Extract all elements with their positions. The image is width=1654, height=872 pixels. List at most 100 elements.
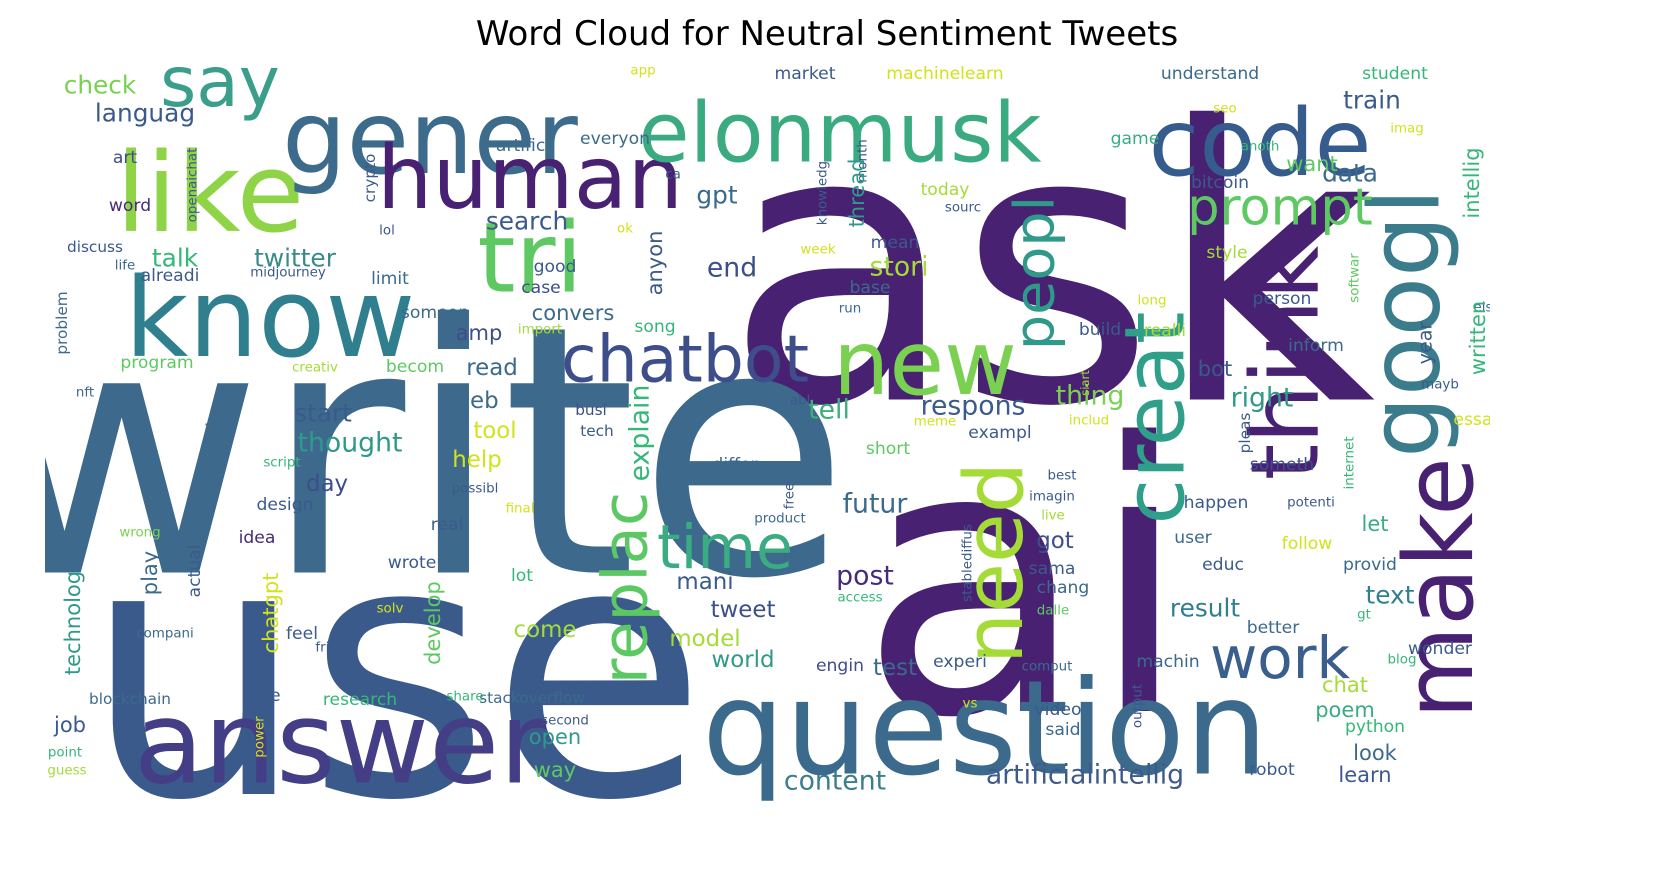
word-gener: gener (282, 79, 578, 197)
word-work: work (1210, 624, 1351, 692)
word-stori: stori (869, 252, 928, 283)
word-actual: actual (185, 545, 205, 598)
word-written: written (1466, 301, 1490, 375)
word-imagin: imagin (1029, 490, 1075, 505)
word-seo: seo (1213, 102, 1236, 117)
word-thought: thought (298, 428, 403, 459)
word-tech: tech (580, 422, 614, 440)
word-chat: chat (1322, 673, 1368, 697)
word-problem: problem (53, 291, 71, 354)
word-machinelearn: machinelearn (886, 64, 1003, 84)
word-got: got (1036, 528, 1074, 554)
word-chatgpt: chatgpt (259, 573, 283, 654)
word-sama: sama (1029, 559, 1076, 579)
word-comput: comput (1022, 660, 1073, 675)
word-person: person (1253, 289, 1312, 309)
chart-title: Word Cloud for Neutral Sentiment Tweets (475, 14, 1179, 54)
word-articl: articl (203, 422, 227, 475)
word-research: research (323, 690, 397, 710)
word-data: data (1322, 159, 1378, 188)
word-solv: solv (377, 602, 404, 617)
word-said: said (1045, 720, 1080, 740)
word-time: time (657, 513, 793, 583)
word-month: month (856, 139, 871, 182)
word-someon: someon (401, 303, 469, 323)
word-chang: chang (1037, 578, 1090, 598)
word-let: let (1362, 512, 1389, 536)
word-becom: becom (386, 357, 444, 377)
word-exampl: exampl (968, 423, 1031, 443)
word-creativ: creativ (292, 361, 338, 376)
word-pleas: pleas (1236, 413, 1254, 454)
word-good: good (534, 257, 577, 277)
word-need: need (948, 462, 1042, 664)
word-think: think (1231, 246, 1340, 481)
word-imag: imag (1390, 122, 1423, 137)
word-feel: feel (286, 624, 318, 644)
word-app: app (630, 64, 655, 79)
word-engin: engin (816, 656, 864, 676)
word-right: right (1231, 383, 1294, 414)
word-poem: poem (1315, 698, 1375, 722)
word-discuss: discuss (67, 238, 123, 256)
word-day: day (306, 471, 348, 497)
word-limit: limit (371, 269, 409, 289)
word-compani: compani (136, 627, 194, 642)
word-point: point (48, 746, 82, 761)
word-word: word (109, 196, 151, 216)
word-anyon: anyon (643, 231, 667, 296)
word-thing: thing (1056, 381, 1125, 412)
word-ask: ask (725, 63, 1376, 490)
word-play: play (138, 551, 162, 595)
word-base: base (850, 278, 891, 298)
word-wonder: wonder (1408, 639, 1473, 659)
word-test: test (873, 655, 917, 681)
word-come: come (514, 617, 577, 643)
word-stackoverflow: stackoverflow (479, 689, 585, 707)
word-nft: nft (76, 386, 94, 401)
word-vs: vs (963, 697, 978, 712)
word-code: code (1149, 89, 1372, 197)
word-import: import (518, 323, 562, 338)
word-open: open (529, 725, 581, 749)
word-technolog: technolog (61, 571, 85, 675)
word-follow: follow (1282, 534, 1333, 554)
word-second: second (541, 714, 589, 729)
word-market: market (775, 64, 836, 84)
word-understand: understand (1161, 64, 1259, 84)
word-meme: meme (914, 415, 957, 430)
word-educ: educ (1202, 555, 1244, 575)
word-elonmusk: elonmusk (638, 85, 1041, 182)
word-els: els (1474, 301, 1490, 316)
word-bitcoin: bitcoin (1191, 173, 1249, 193)
word-inform: inform (1288, 336, 1344, 356)
word-model: model (669, 626, 740, 652)
word-question: question (702, 652, 1268, 804)
word-free: free (783, 483, 798, 509)
word-end: end (707, 253, 757, 284)
word-human: human (377, 127, 683, 229)
word-new: new (833, 311, 1017, 415)
word-know: know (125, 254, 416, 382)
word-result: result (1170, 594, 1240, 623)
word-lot: lot (511, 566, 533, 586)
word-alreadi: alreadi (141, 266, 200, 286)
word-tweet: tweet (711, 597, 776, 623)
word-write: write (45, 252, 850, 655)
word-talk: talk (152, 244, 199, 273)
word-today: today (921, 180, 970, 200)
word-python: python (1345, 717, 1405, 737)
word-gpt: gpt (696, 181, 737, 210)
word-languag: languag (95, 99, 195, 128)
word-dalle: dalle (1037, 604, 1069, 619)
word-thread: thread (845, 159, 869, 228)
word-wrote: wrote (388, 553, 437, 573)
word-check: check (64, 71, 137, 100)
word-access: access (837, 591, 882, 606)
word-say: say (160, 63, 280, 123)
word-script: script (263, 456, 300, 471)
word-chatbot: chatbot (561, 323, 809, 398)
word-program: program (120, 353, 193, 373)
word-stablediffus: stablediffus (961, 524, 976, 602)
word-video: video (1035, 700, 1082, 720)
